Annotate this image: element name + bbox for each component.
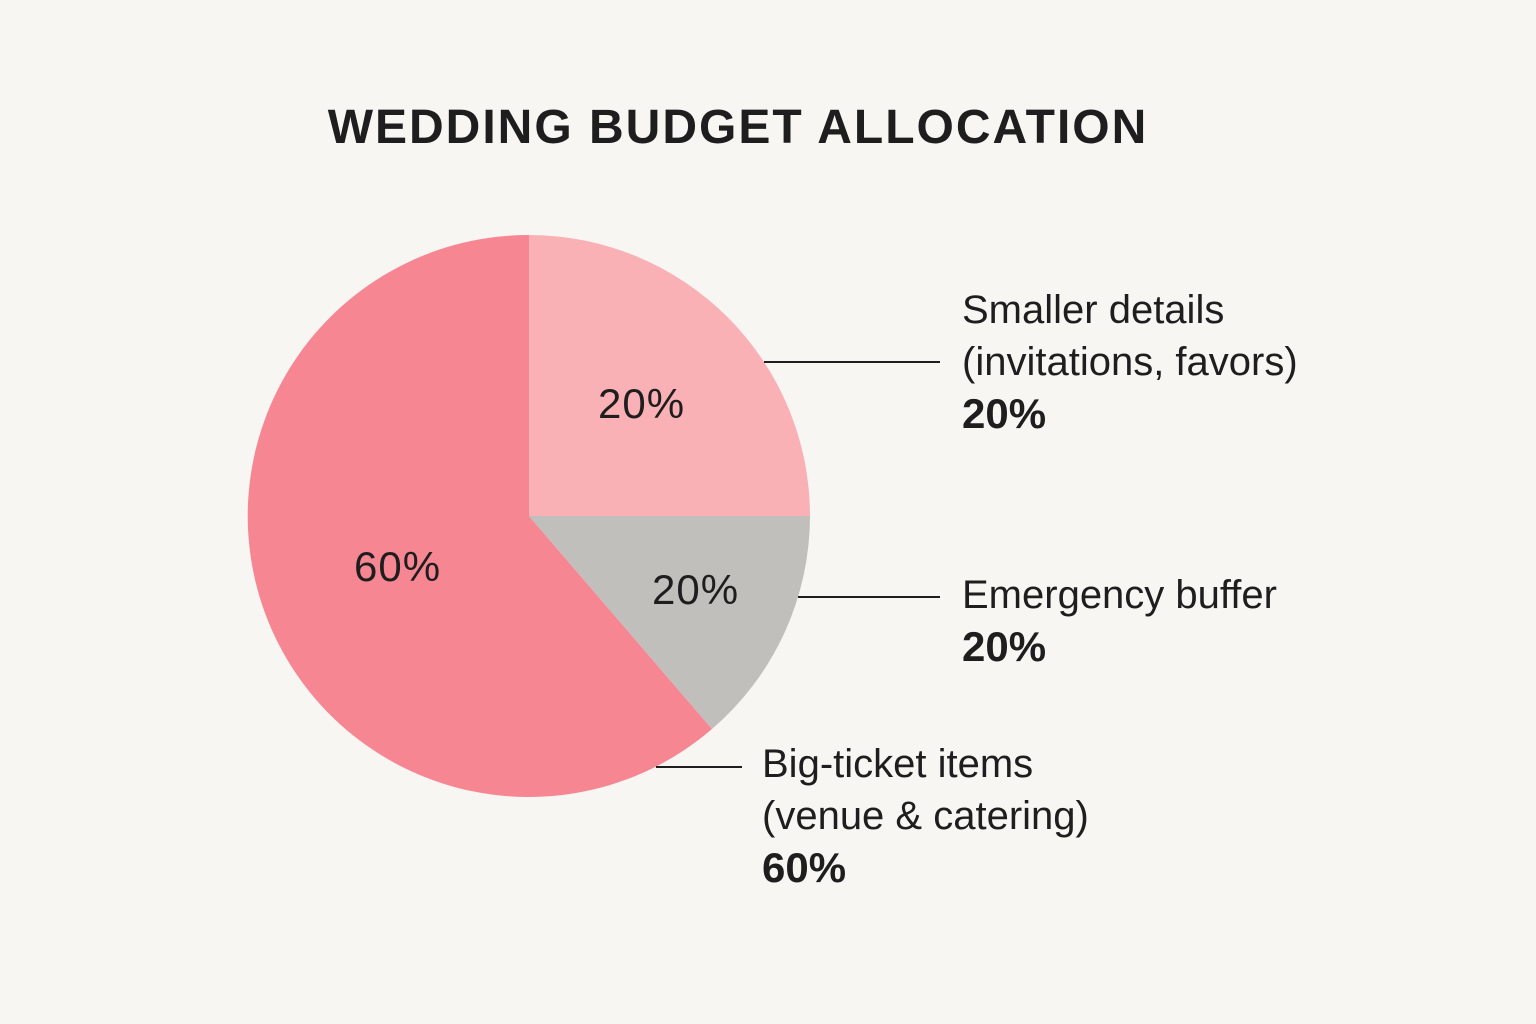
legend-sublabel: (venue & catering) bbox=[762, 794, 1089, 838]
slice-emergency bbox=[529, 516, 810, 729]
leader-line-smaller bbox=[764, 361, 940, 363]
legend-label: Emergency buffer bbox=[962, 573, 1277, 617]
legend-big-ticket: Big-ticket items (venue & catering) 60% bbox=[762, 738, 1089, 894]
legend-percent: 20% bbox=[962, 390, 1047, 437]
legend-emergency-buffer: Emergency buffer 20% bbox=[962, 569, 1277, 673]
legend-smaller-details: Smaller details (invitations, favors) 20… bbox=[962, 284, 1298, 440]
leader-line-emergency bbox=[798, 596, 940, 598]
slice-big-ticket bbox=[247, 234, 713, 797]
slice-label-smaller: 20% bbox=[598, 380, 686, 427]
leader-line-big-ticket bbox=[656, 766, 742, 768]
legend-percent: 60% bbox=[762, 844, 847, 891]
legend-label: Big-ticket items bbox=[762, 742, 1034, 786]
slice-label-emergency: 20% bbox=[652, 566, 740, 613]
slice-label-big-ticket: 60% bbox=[354, 543, 442, 590]
legend-percent: 20% bbox=[962, 623, 1047, 670]
legend-label: Smaller details bbox=[962, 288, 1225, 332]
slice-smaller-details bbox=[529, 235, 810, 516]
legend-sublabel: (invitations, favors) bbox=[962, 340, 1298, 384]
chart-title: WEDDING BUDGET ALLOCATION bbox=[327, 101, 1149, 154]
